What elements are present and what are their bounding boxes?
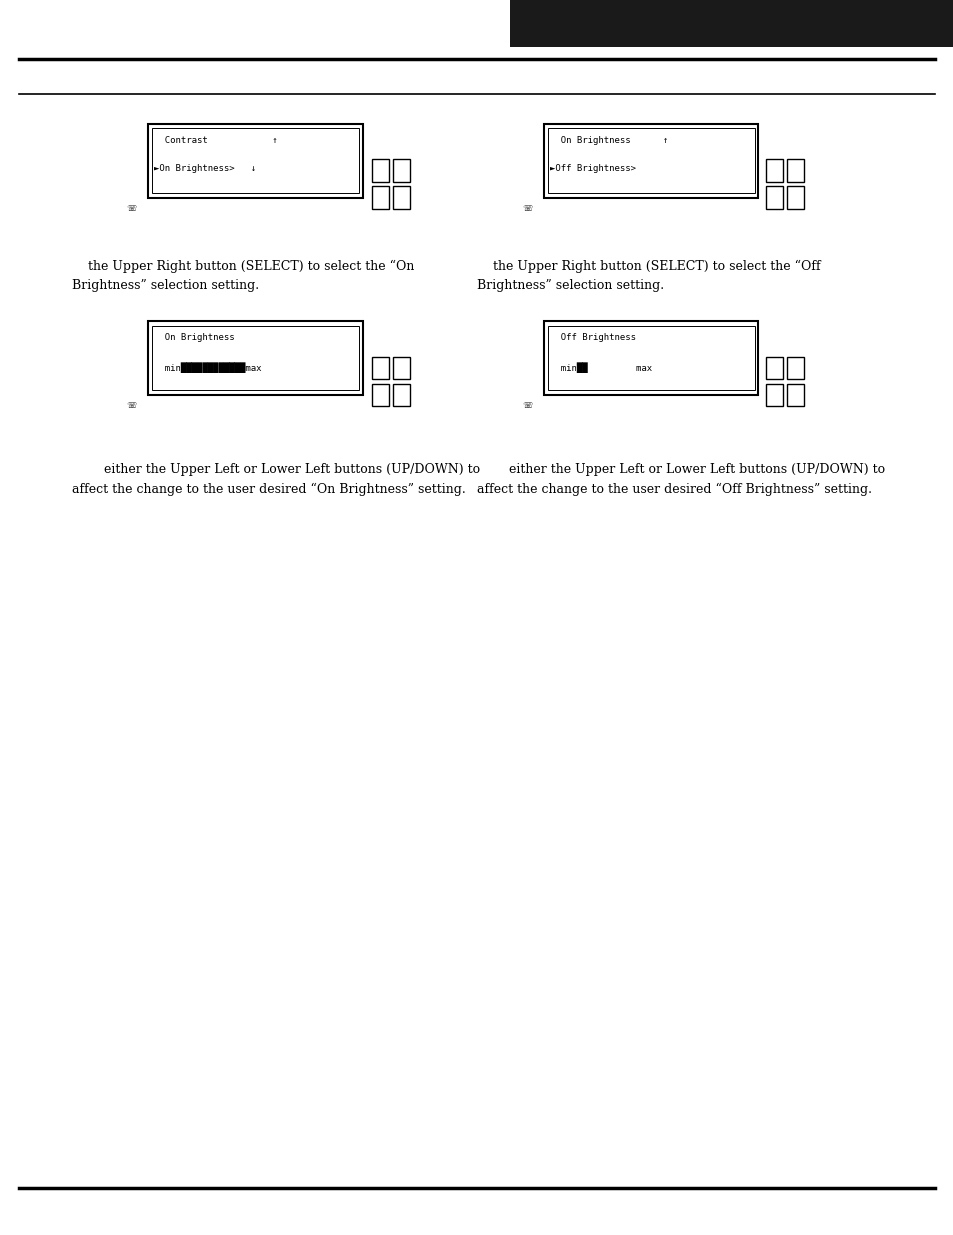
Text: ☏: ☏ [126,401,137,410]
Text: either the Upper Left or Lower Left buttons (UP/DOWN) to: either the Upper Left or Lower Left butt… [476,463,884,477]
Bar [152,128,358,193]
Text: Brightness” selection setting.: Brightness” selection setting. [71,279,258,291]
Bar [543,321,758,395]
Text: either the Upper Left or Lower Left buttons (UP/DOWN) to: either the Upper Left or Lower Left butt… [71,463,479,477]
Bar [786,186,803,209]
Text: Contrast            ↑: Contrast ↑ [153,136,277,144]
Text: Brightness” selection setting.: Brightness” selection setting. [476,279,663,291]
Text: affect the change to the user desired “On Brightness” setting.: affect the change to the user desired “O… [71,483,465,495]
Bar [148,321,362,395]
Bar [372,384,389,406]
Bar [765,159,782,182]
Text: affect the change to the user desired “Off Brightness” setting.: affect the change to the user desired “O… [476,483,871,495]
Bar [152,326,358,390]
Bar [393,186,410,209]
Bar [372,186,389,209]
Bar [786,357,803,379]
Bar [786,384,803,406]
Text: ☏: ☏ [521,204,533,212]
Bar [543,124,758,198]
Bar [393,159,410,182]
Bar [547,326,754,390]
Bar [765,186,782,209]
Text: min██         max: min██ max [549,362,651,373]
Bar [786,159,803,182]
Text: the Upper Right button (SELECT) to select the “On: the Upper Right button (SELECT) to selec… [71,259,414,273]
Text: ►On Brightness>   ↓: ►On Brightness> ↓ [153,164,255,173]
Text: On Brightness: On Brightness [153,333,234,342]
Text: On Brightness      ↑: On Brightness ↑ [549,136,667,144]
Bar [148,124,362,198]
Bar [393,384,410,406]
Bar [765,357,782,379]
Bar [393,357,410,379]
Text: the Upper Right button (SELECT) to select the “Off: the Upper Right button (SELECT) to selec… [476,259,820,273]
Text: ☏: ☏ [521,401,533,410]
Text: ☏: ☏ [126,204,137,212]
Bar [372,357,389,379]
Text: ►Off Brightness>: ►Off Brightness> [549,164,635,173]
Text: Off Brightness: Off Brightness [549,333,635,342]
Text: min████████████max: min████████████max [153,362,261,373]
Bar [372,159,389,182]
Bar [547,128,754,193]
Bar [510,0,953,47]
Bar [765,384,782,406]
